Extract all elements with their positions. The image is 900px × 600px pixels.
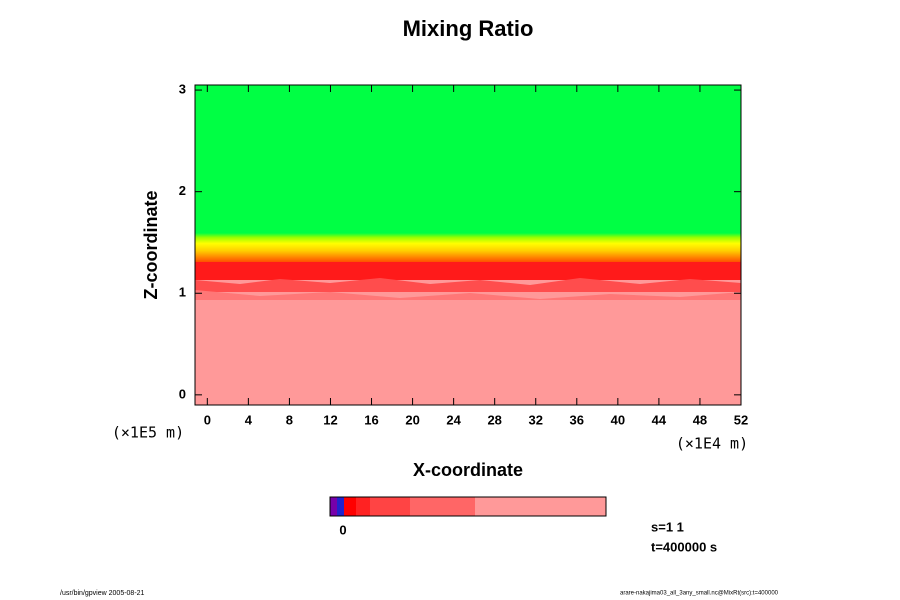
x-tick-label: 24 <box>446 412 461 427</box>
info-text: s=1 1 <box>651 519 684 534</box>
x-tick-label: 8 <box>286 412 293 427</box>
x-tick-label: 28 <box>487 412 501 427</box>
plot-frame <box>194 84 742 406</box>
y-unit: (×1E5 m) <box>112 424 184 442</box>
colorbar <box>329 496 607 517</box>
x-tick-label: 16 <box>364 412 378 427</box>
x-tick-label: 40 <box>611 412 625 427</box>
colorbar-label: 0 <box>339 522 346 537</box>
chart-title: Mixing Ratio <box>403 16 534 41</box>
y-tick-label: 1 <box>179 285 186 300</box>
y-tick-label: 0 <box>179 386 186 401</box>
x-tick-label: 20 <box>405 412 419 427</box>
x-tick-label: 52 <box>734 412 748 427</box>
y-axis-label: Z-coordinate <box>141 190 161 299</box>
x-tick-label: 44 <box>652 412 667 427</box>
x-tick-label: 36 <box>570 412 584 427</box>
y-tick-label: 3 <box>179 82 186 97</box>
info-text: t=400000 s <box>651 539 717 554</box>
x-axis-label: X-coordinate <box>413 460 523 480</box>
x-tick-label: 0 <box>204 412 211 427</box>
footer-left: /usr/bin/gpview 2005-08-21 <box>60 590 145 597</box>
x-tick-label: 4 <box>245 412 253 427</box>
x-tick-label: 12 <box>323 412 337 427</box>
footer-right: arare-nakajima03_all_3any_small.nc@MixRt… <box>620 591 779 597</box>
x-tick-label: 48 <box>693 412 707 427</box>
contour-field <box>195 85 741 405</box>
x-tick-label: 32 <box>529 412 543 427</box>
x-unit: (×1E4 m) <box>676 435 748 453</box>
y-tick-label: 2 <box>179 183 186 198</box>
